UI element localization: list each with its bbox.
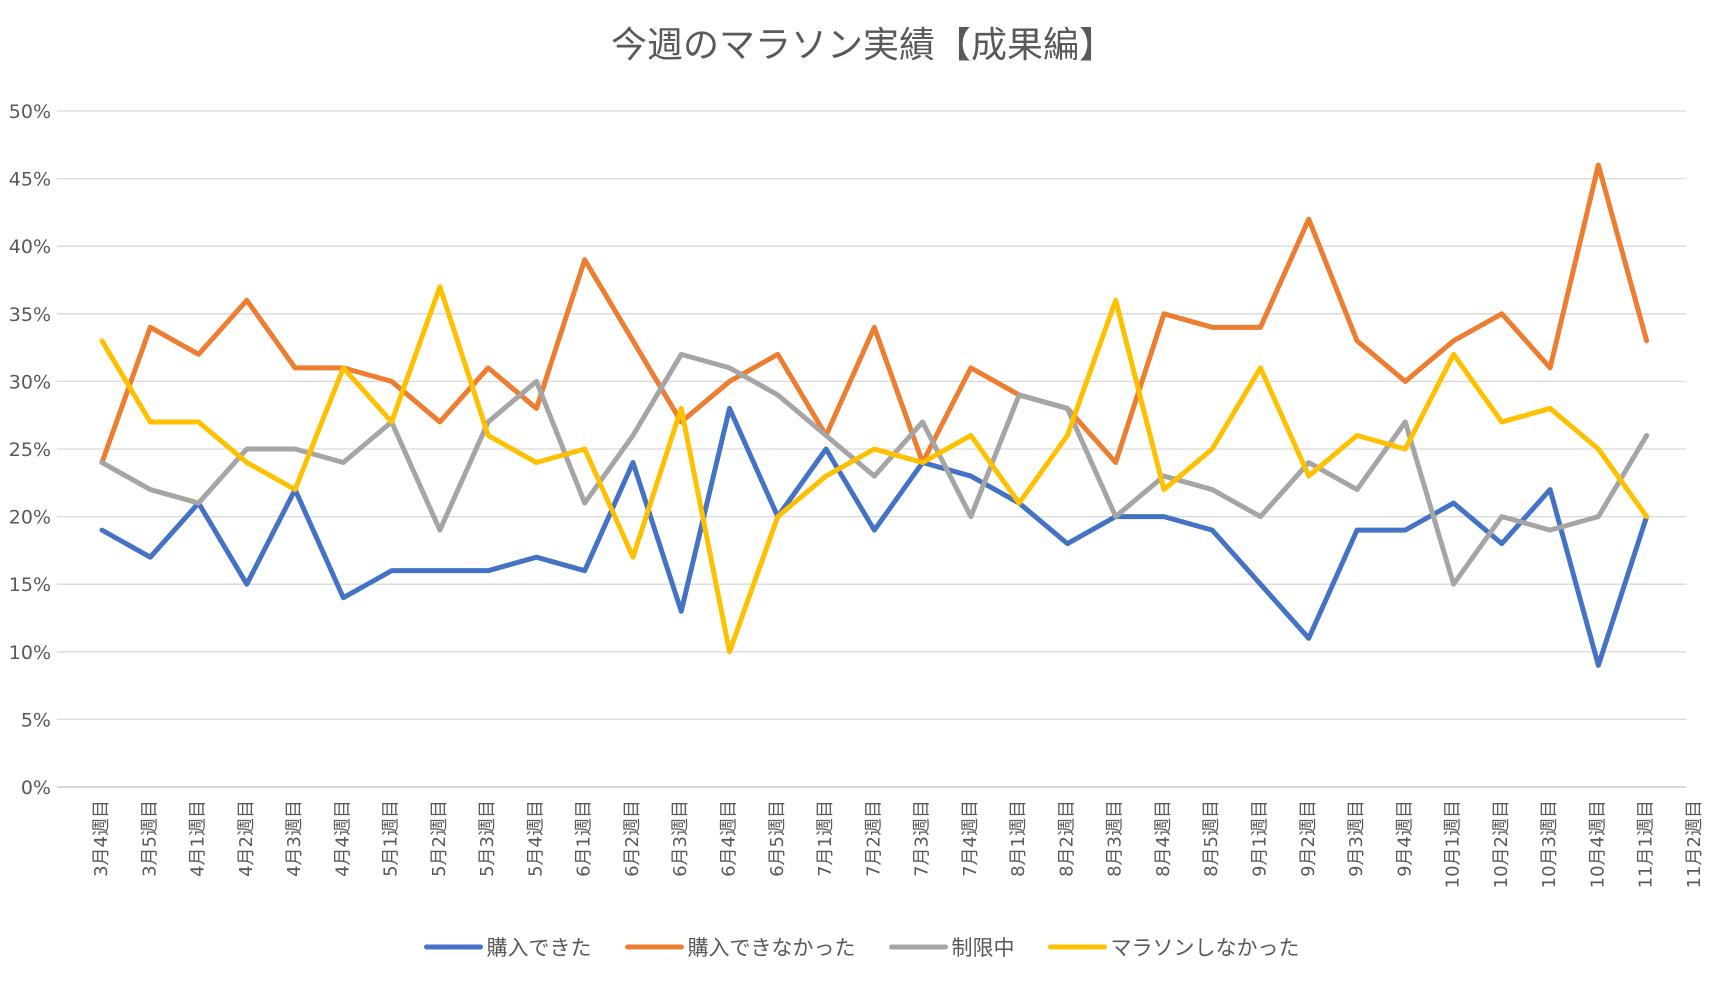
y-tick-label: 45%: [9, 169, 51, 191]
x-tick-label: 11月2週目: [1684, 800, 1705, 888]
series-line-2: [99, 162, 1650, 466]
x-tick-label: 4月3週目: [284, 800, 305, 877]
x-tick-label: 5月4週目: [525, 800, 546, 877]
y-tick-label: 35%: [9, 304, 51, 326]
series-line-4: [99, 284, 1650, 655]
x-tick-label: 6月5週目: [767, 800, 788, 877]
x-tick-label: 6月4週目: [719, 800, 740, 877]
y-tick-label: 25%: [9, 439, 51, 461]
x-tick-label: 6月3週目: [670, 800, 691, 877]
y-tick-label: 20%: [9, 507, 51, 529]
x-tick-label: 7月2週目: [863, 800, 884, 877]
x-tick-label: 7月1週目: [815, 800, 836, 877]
x-tick-label: 6月1週目: [574, 800, 595, 877]
legend: 購入できた 購入できなかった 制限中 マラソンしなかった: [424, 936, 1300, 960]
y-tick-label: 30%: [9, 371, 51, 393]
y-tick-label: 50%: [9, 101, 51, 123]
x-tick-label: 3月5週目: [139, 800, 160, 877]
x-tick-label: 4月2週目: [236, 800, 257, 877]
x-tick-label: 9月4週目: [1394, 800, 1415, 877]
x-tick-label: 9月2週目: [1298, 800, 1319, 877]
series-line-1: [99, 405, 1650, 668]
x-tick-label: 11月1週目: [1636, 800, 1657, 888]
x-tick-label: 6月2週目: [622, 800, 643, 877]
legend-label: 購入できた: [487, 936, 592, 960]
x-tick-label: 10月1週目: [1443, 800, 1464, 888]
y-tick-label: 15%: [9, 574, 51, 596]
x-tick-label: 9月1週目: [1249, 800, 1270, 877]
chart-title: 今週のマラソン実績【成果編】: [611, 25, 1115, 66]
x-tick-label: 8月1週目: [1008, 800, 1029, 877]
x-tick-label: 5月1週目: [381, 800, 402, 877]
y-tick-label: 0%: [21, 777, 51, 799]
x-tick-label: 3月4週目: [91, 800, 112, 877]
x-tick-label: 4月1週目: [188, 800, 209, 877]
legend-item-1: 購入できた: [424, 936, 592, 960]
legend-label: 制限中: [952, 936, 1015, 960]
x-tick-label: 5月2週目: [429, 800, 450, 877]
x-tick-label: 8月3週目: [1105, 800, 1126, 877]
legend-label: 購入できなかった: [688, 936, 856, 960]
x-tick-label: 8月4週目: [1153, 800, 1174, 877]
legend-item-4: マラソンしなかった: [1048, 936, 1300, 960]
legend-item-3: 制限中: [889, 936, 1015, 960]
x-tick-label: 4月4週目: [332, 800, 353, 877]
x-tick-label: 8月5週目: [1201, 800, 1222, 877]
y-tick-label: 5%: [21, 709, 51, 731]
x-tick-label: 10月3週目: [1539, 800, 1560, 888]
x-axis-ticks: 3月4週目 3月5週目 4月1週目 4月2週目 4月3週目 4月4週目 5月1週目 5月2週目…: [91, 800, 1705, 888]
y-tick-label: 40%: [9, 236, 51, 258]
x-tick-label: 8月2週目: [1056, 800, 1077, 877]
x-tick-label: 7月4週目: [960, 800, 981, 877]
x-tick-label: 10月4週目: [1587, 800, 1608, 888]
y-axis-ticks: 0% 5% 10% 15% 20% 25% 30% 35% 40% 45% 50%: [9, 101, 51, 799]
x-tick-label: 10月2週目: [1491, 800, 1512, 888]
series-layer: [99, 162, 1650, 668]
x-tick-label: 9月3週目: [1346, 800, 1367, 877]
legend-label: マラソンしなかった: [1111, 936, 1300, 960]
legend-item-2: 購入できなかった: [625, 936, 856, 960]
x-tick-label: 7月3週目: [912, 800, 933, 877]
x-tick-label: 5月3週目: [477, 800, 498, 877]
y-tick-label: 10%: [9, 642, 51, 664]
